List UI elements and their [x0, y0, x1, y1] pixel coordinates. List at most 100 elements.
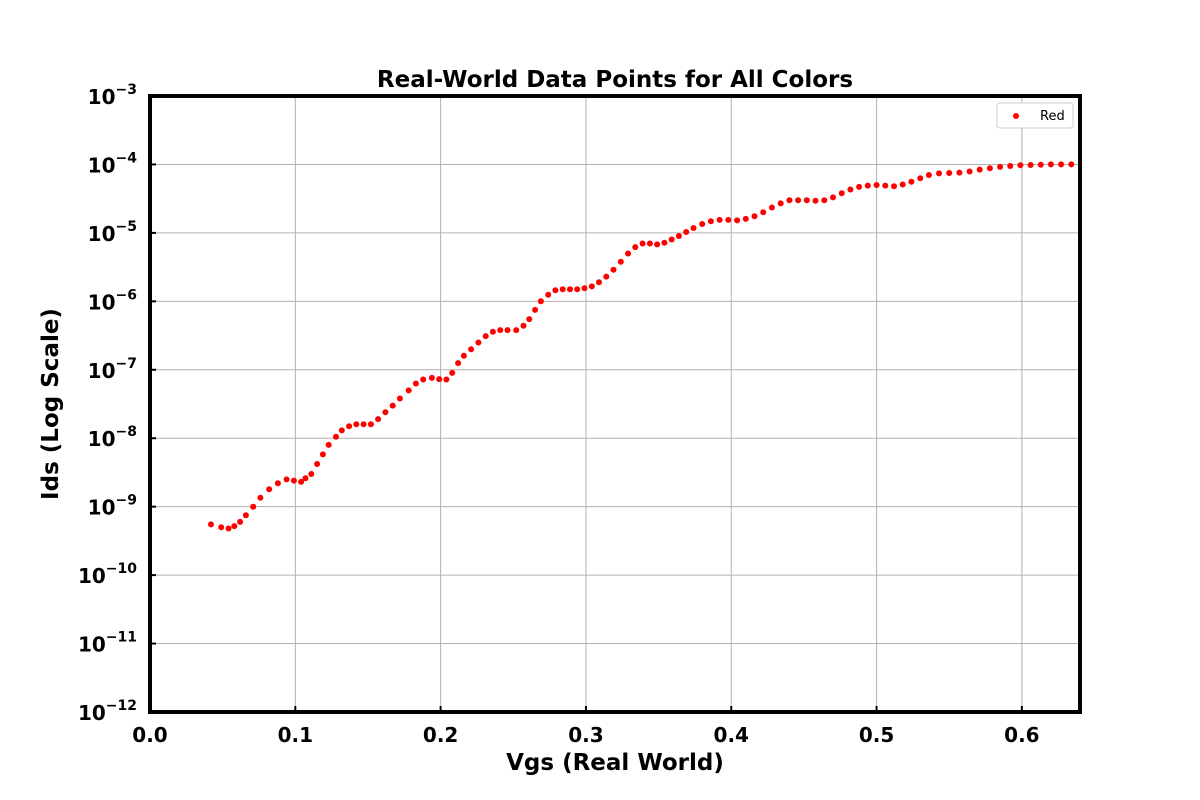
data-point — [482, 333, 489, 340]
data-point — [917, 175, 924, 182]
data-point — [725, 216, 732, 223]
data-point — [946, 170, 953, 176]
data-point — [632, 244, 639, 251]
data-point — [231, 523, 238, 530]
data-points — [208, 161, 1075, 532]
data-point — [625, 250, 632, 257]
y-axis-label: Ids (Log Scale) — [38, 308, 64, 500]
data-point — [574, 286, 581, 293]
data-point — [610, 266, 617, 273]
data-point — [532, 306, 539, 313]
data-point — [537, 298, 544, 305]
plot-frame — [148, 94, 1082, 714]
data-point — [786, 197, 793, 204]
x-tick-label: 0.4 — [714, 723, 749, 747]
data-point — [436, 376, 443, 383]
x-tick-label: 0.3 — [568, 723, 603, 747]
data-point — [891, 183, 897, 190]
data-point — [976, 166, 983, 173]
data-point — [821, 197, 828, 204]
data-point — [274, 480, 281, 487]
data-point — [250, 503, 257, 510]
data-point — [683, 229, 690, 235]
data-point — [925, 172, 932, 178]
data-point — [596, 279, 602, 286]
data-point — [497, 327, 504, 334]
x-axis-label: Vgs (Real World) — [506, 750, 724, 776]
data-point — [346, 423, 353, 430]
data-point — [1047, 161, 1054, 168]
data-point — [552, 287, 559, 294]
data-point — [603, 273, 610, 280]
data-point — [475, 339, 482, 346]
data-point — [1007, 163, 1014, 169]
data-point — [1068, 161, 1075, 168]
data-point — [266, 486, 273, 493]
data-point — [208, 521, 214, 528]
y-tick-label: 10−8 — [88, 424, 137, 451]
chart-title: Real-World Data Points for All Colors — [377, 67, 853, 93]
data-point — [838, 190, 845, 197]
data-point — [675, 233, 682, 239]
data-point — [489, 328, 496, 335]
data-point — [468, 346, 475, 353]
data-point — [218, 524, 225, 531]
x-tick-label: 0.0 — [132, 723, 167, 747]
data-point — [237, 518, 244, 525]
data-point — [777, 200, 784, 207]
y-tick-label: 10−11 — [78, 630, 137, 657]
data-point — [936, 170, 942, 177]
y-tick-label: 10−12 — [78, 698, 137, 725]
data-point — [1058, 161, 1065, 168]
data-point — [513, 327, 520, 334]
data-point — [690, 225, 697, 231]
x-tick-label: 0.6 — [1004, 723, 1039, 747]
data-point — [367, 421, 374, 428]
data-point — [360, 421, 367, 428]
data-point — [420, 376, 427, 383]
data-point — [396, 395, 403, 402]
data-point — [257, 494, 264, 501]
data-point — [1017, 162, 1024, 169]
data-point — [864, 182, 871, 189]
data-point — [460, 352, 467, 359]
data-point — [520, 322, 527, 329]
data-point — [734, 217, 741, 224]
data-point — [389, 402, 396, 409]
data-point — [699, 221, 706, 227]
data-point — [545, 291, 552, 298]
legend-marker-red — [1013, 113, 1019, 119]
data-point — [581, 285, 588, 292]
data-point — [314, 461, 321, 467]
data-point — [333, 433, 339, 440]
data-point — [899, 181, 906, 188]
y-tick-label: 10−9 — [88, 493, 137, 520]
data-point — [375, 416, 382, 423]
data-point — [795, 197, 802, 204]
data-point — [526, 316, 533, 323]
data-point — [405, 387, 412, 394]
data-point — [1027, 162, 1034, 168]
data-point — [298, 478, 305, 485]
data-point — [856, 183, 863, 190]
y-tick-label: 10−3 — [88, 82, 137, 109]
y-tick-label: 10−4 — [88, 150, 138, 177]
data-point — [283, 476, 290, 483]
data-point — [504, 327, 511, 334]
data-point — [873, 182, 880, 188]
data-point — [559, 286, 566, 293]
y-tick-label: 10−7 — [88, 356, 137, 383]
data-point — [412, 380, 419, 387]
data-point — [997, 163, 1004, 170]
data-point — [588, 283, 595, 290]
data-point — [760, 209, 767, 216]
x-tick-label: 0.5 — [859, 723, 894, 747]
data-point — [882, 182, 889, 189]
data-point — [908, 178, 915, 185]
data-point — [617, 258, 624, 265]
data-point — [443, 376, 450, 383]
data-point — [455, 360, 462, 367]
data-point — [325, 441, 332, 448]
legend-box — [996, 102, 1074, 129]
data-point — [986, 165, 993, 172]
